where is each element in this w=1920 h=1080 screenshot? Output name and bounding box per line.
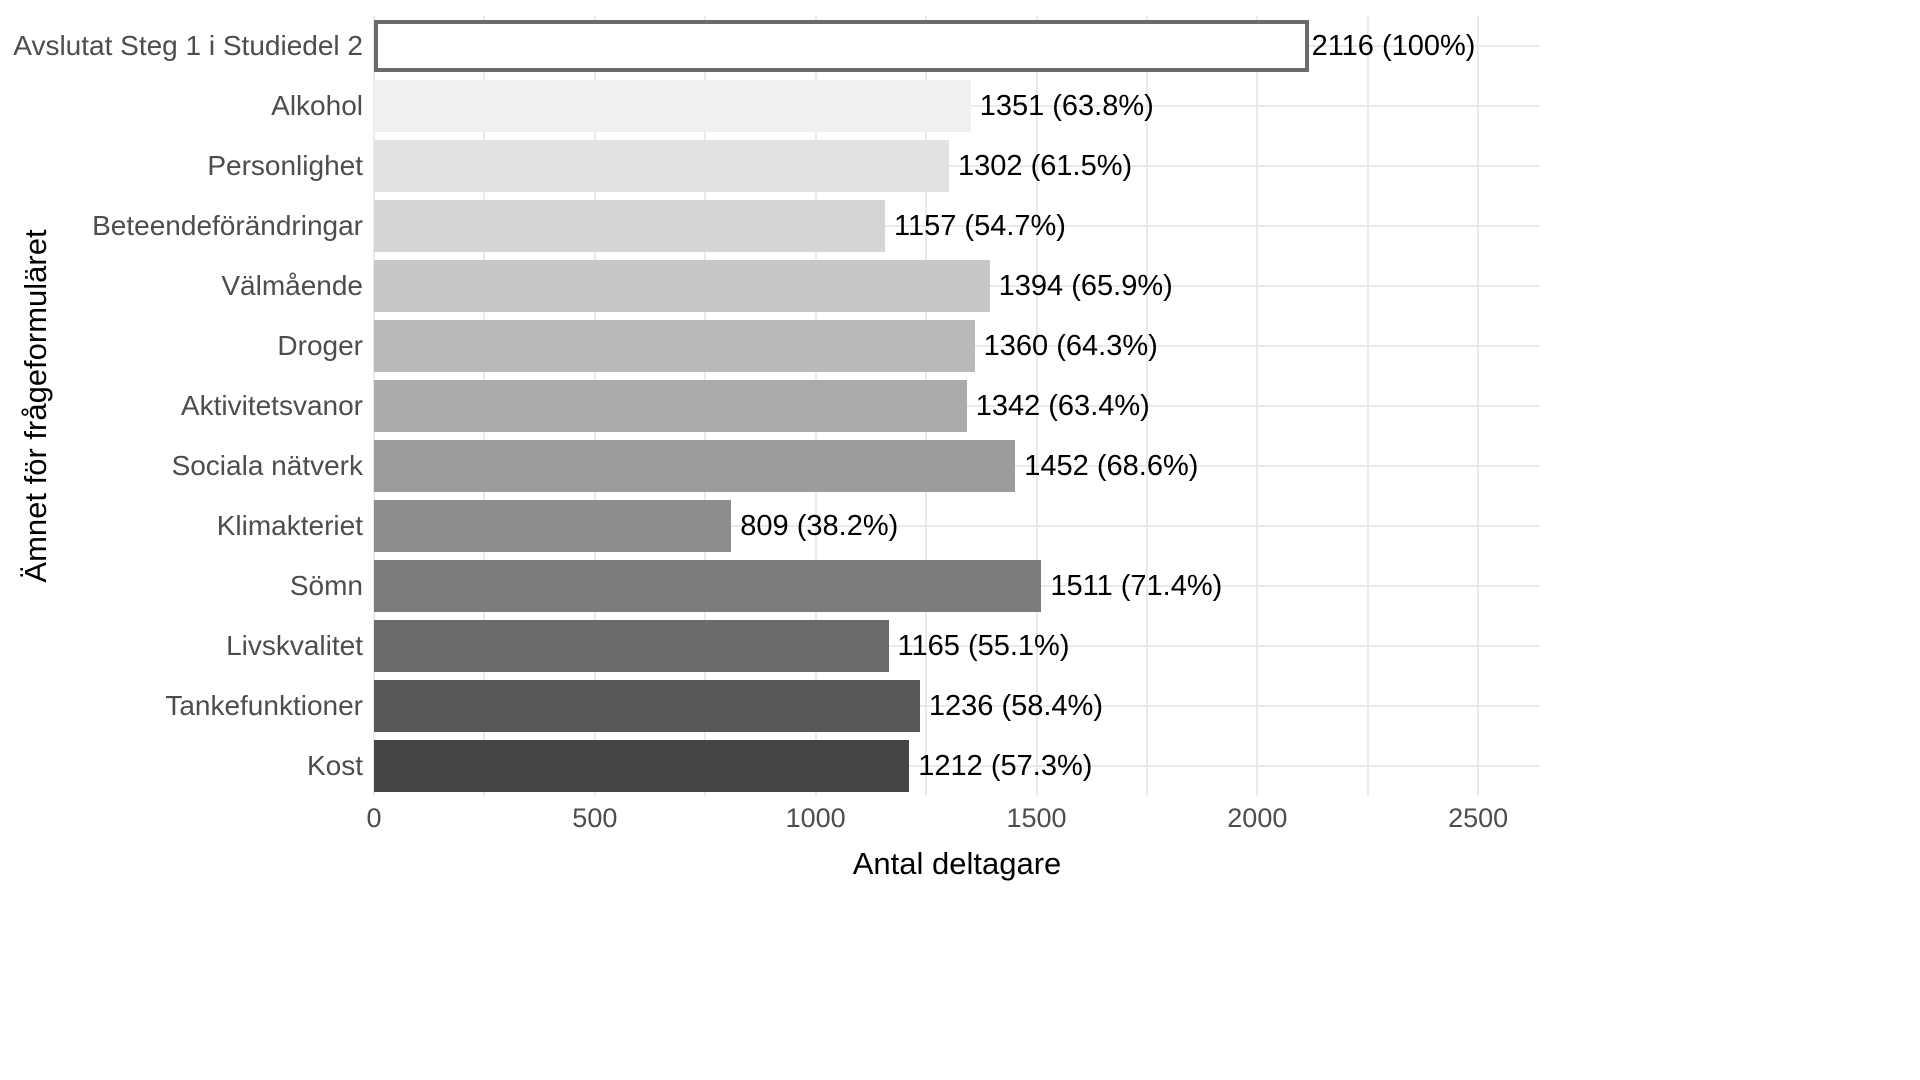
bar-value-label: 1452 (68.6%): [1024, 450, 1199, 482]
bars-container: Avslutat Steg 1 i Studiedel 2 2116 (100%)…: [0, 16, 1920, 796]
bar-area: 1212 (57.3%): [374, 736, 1540, 796]
bar: [374, 500, 732, 552]
bar-area: 1236 (58.4%): [374, 676, 1540, 736]
bar-area: 1511 (71.4%): [374, 556, 1540, 616]
category-label: Personlighet: [207, 150, 363, 181]
bar: [374, 560, 1042, 612]
x-axis-title: Antal deltagare: [852, 846, 1062, 881]
bar: [374, 380, 967, 432]
category-label: Aktivitetsvanor: [180, 390, 363, 421]
x-axis-tick-label: 0: [366, 803, 382, 833]
bar-highlighted: [374, 20, 1309, 72]
bar: [374, 740, 910, 792]
bar-area: 809 (38.2%): [374, 496, 1540, 556]
bar-area: 1342 (63.4%): [374, 376, 1540, 436]
bar-row: Avslutat Steg 1 i Studiedel 2 2116 (100%): [0, 16, 1920, 76]
bar-row: Kost 1212 (57.3%): [0, 736, 1920, 796]
bar-value-label: 1302 (61.5%): [958, 150, 1133, 182]
category-label: Avslutat Steg 1 i Studiedel 2: [13, 30, 363, 61]
bar-area: 1394 (65.9%): [374, 256, 1540, 316]
bar: [374, 200, 885, 252]
bar-value-label: 1351 (63.8%): [979, 90, 1154, 122]
y-axis-title: Ämnet för frågeformuläret: [18, 229, 53, 583]
x-axis-tick-label: 2000: [1227, 803, 1288, 833]
bar-row: Sociala nätverk 1452 (68.6%): [0, 436, 1920, 496]
category-label: Livskvalitet: [226, 630, 363, 661]
horizontal-gridline: [374, 165, 1540, 167]
bar: [374, 440, 1016, 492]
category-label: Sociala nätverk: [171, 450, 363, 481]
bar-row: Välmående 1394 (65.9%): [0, 256, 1920, 316]
bar: [374, 320, 975, 372]
bar-value-label: 1236 (58.4%): [928, 690, 1104, 722]
horizontal-gridline: [374, 525, 1540, 527]
bar-area: 1351 (63.8%): [374, 76, 1540, 136]
x-axis-tick-labels: 0 500 1000 1500 2000 2500: [366, 798, 1540, 838]
x-axis-tick-label: 2500: [1448, 803, 1509, 833]
bar-value-label: 1511 (71.4%): [1050, 570, 1223, 602]
bar: [374, 620, 889, 672]
bar-value-label: 1212 (57.3%): [918, 750, 1093, 782]
bar-row: Alkohol 1351 (63.8%): [0, 76, 1920, 136]
bar-value-label: 1394 (65.9%): [998, 270, 1173, 302]
bar-value-label: 1342 (63.4%): [975, 390, 1150, 422]
bar: [374, 140, 950, 192]
x-axis-tick-label: 1500: [1006, 803, 1067, 833]
bar-area: 1165 (55.1%): [374, 616, 1540, 676]
bar-area: 1157 (54.7%): [374, 196, 1540, 256]
bar-area: 1452 (68.6%): [374, 436, 1540, 496]
bar-value-label: 809 (38.2%): [740, 510, 899, 542]
category-label: Alkohol: [271, 90, 363, 121]
category-label: Kost: [306, 750, 363, 781]
category-label: Klimakteriet: [216, 510, 363, 541]
bar-row: Livskvalitet 1165 (55.1%): [0, 616, 1920, 676]
category-label: Välmående: [221, 270, 363, 301]
horizontal-gridline: [374, 645, 1540, 647]
bar-row: Droger 1360 (64.3%): [0, 316, 1920, 376]
category-label: Beteendeförändringar: [92, 210, 363, 241]
bar-value-label: 1165 (55.1%): [897, 630, 1070, 662]
bar-row: Aktivitetsvanor 1342 (63.4%): [0, 376, 1920, 436]
bar-row: Tankefunktioner 1236 (58.4%): [0, 676, 1920, 736]
bar-value-label: 1360 (64.3%): [983, 330, 1158, 362]
bar-area: 1302 (61.5%): [374, 136, 1540, 196]
bar: [374, 260, 990, 312]
horizontal-gridline: [374, 225, 1540, 227]
bar-row: Sömn 1511 (71.4%): [0, 556, 1920, 616]
bar-row: Beteendeförändringar 1157 (54.7%): [0, 196, 1920, 256]
horizontal-gridline: [374, 765, 1540, 767]
x-axis-tick-label: 500: [572, 803, 618, 833]
bar-row: Personlighet 1302 (61.5%): [0, 136, 1920, 196]
bar-row: Klimakteriet 809 (38.2%): [0, 496, 1920, 556]
bar: [374, 680, 920, 732]
bar-value-label: 1157 (54.7%): [894, 210, 1066, 242]
horizontal-gridline: [374, 705, 1540, 707]
bar-area: 1360 (64.3%): [374, 316, 1540, 376]
category-label: Sömn: [289, 570, 363, 601]
category-label: Droger: [277, 330, 363, 361]
category-label: Tankefunktioner: [165, 690, 363, 721]
bar-value-label: 2116 (100%): [1311, 30, 1476, 62]
bar-area: 2116 (100%): [374, 16, 1540, 76]
x-axis-tick-label: 1000: [785, 803, 846, 833]
bar: [374, 80, 971, 132]
